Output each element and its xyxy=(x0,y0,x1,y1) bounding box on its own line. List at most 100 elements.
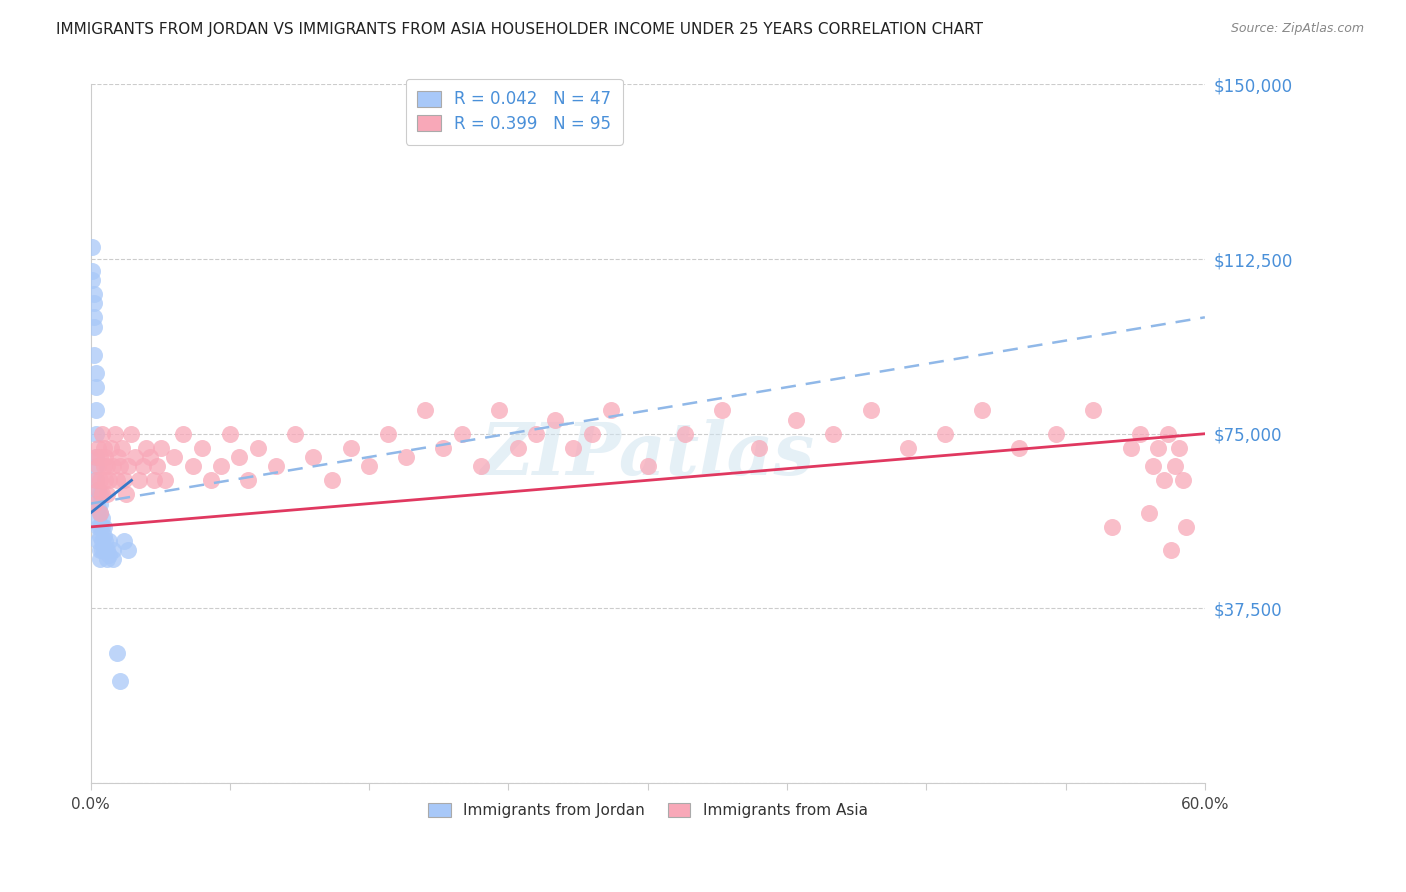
Point xyxy=(96,543,118,558)
Point xyxy=(98,473,121,487)
Point xyxy=(98,548,121,562)
Point xyxy=(321,473,343,487)
Point xyxy=(181,459,204,474)
Point xyxy=(1175,520,1198,534)
Point xyxy=(84,450,107,464)
Point xyxy=(98,533,121,548)
Point xyxy=(101,543,124,558)
Point xyxy=(637,459,659,474)
Point xyxy=(107,450,129,464)
Point xyxy=(87,510,110,524)
Point xyxy=(87,501,110,516)
Point xyxy=(1153,473,1175,487)
Point xyxy=(90,426,112,441)
Point xyxy=(112,533,135,548)
Point xyxy=(93,441,115,455)
Point xyxy=(246,441,269,455)
Point xyxy=(1045,426,1067,441)
Point xyxy=(228,450,250,464)
Point xyxy=(711,403,734,417)
Point xyxy=(94,533,117,548)
Point xyxy=(87,459,110,474)
Point xyxy=(94,473,117,487)
Point xyxy=(1160,543,1182,558)
Point xyxy=(544,413,567,427)
Text: ZIPatlas: ZIPatlas xyxy=(481,419,815,491)
Point xyxy=(96,552,118,566)
Point xyxy=(488,403,510,417)
Point xyxy=(89,520,111,534)
Point xyxy=(599,403,621,417)
Point xyxy=(84,459,107,474)
Point xyxy=(110,459,132,474)
Point xyxy=(84,380,107,394)
Point xyxy=(266,459,288,474)
Point xyxy=(90,510,112,524)
Point xyxy=(1171,473,1194,487)
Point xyxy=(94,543,117,558)
Point xyxy=(121,426,143,441)
Point xyxy=(163,450,186,464)
Point xyxy=(1164,459,1187,474)
Point xyxy=(105,646,128,660)
Point xyxy=(284,426,307,441)
Point xyxy=(101,459,124,474)
Point xyxy=(87,533,110,548)
Point xyxy=(339,441,361,455)
Point xyxy=(82,240,104,254)
Point xyxy=(128,473,150,487)
Point xyxy=(1137,506,1160,520)
Point xyxy=(150,441,173,455)
Point xyxy=(96,459,118,474)
Point xyxy=(673,426,696,441)
Point xyxy=(451,426,474,441)
Point xyxy=(90,487,112,501)
Point xyxy=(897,441,920,455)
Point xyxy=(87,491,110,506)
Point xyxy=(142,473,165,487)
Point xyxy=(96,487,118,501)
Point xyxy=(94,450,117,464)
Point xyxy=(93,543,115,558)
Point xyxy=(117,543,139,558)
Point xyxy=(83,497,105,511)
Point xyxy=(1167,441,1189,455)
Point xyxy=(89,506,111,520)
Point xyxy=(84,450,107,464)
Point xyxy=(172,426,194,441)
Point xyxy=(395,450,418,464)
Point xyxy=(823,426,845,441)
Point xyxy=(84,403,107,417)
Point xyxy=(89,529,111,543)
Point xyxy=(83,319,105,334)
Point xyxy=(115,487,138,501)
Legend: Immigrants from Jordan, Immigrants from Asia: Immigrants from Jordan, Immigrants from … xyxy=(422,797,873,824)
Point xyxy=(359,459,381,474)
Point xyxy=(377,426,399,441)
Point xyxy=(84,366,107,380)
Point xyxy=(209,459,232,474)
Point xyxy=(581,426,603,441)
Point xyxy=(87,483,110,497)
Point xyxy=(89,450,111,464)
Point xyxy=(135,441,157,455)
Point xyxy=(101,552,124,566)
Point xyxy=(104,426,127,441)
Point xyxy=(93,529,115,543)
Point xyxy=(89,497,111,511)
Point xyxy=(111,441,134,455)
Point xyxy=(1147,441,1170,455)
Point xyxy=(124,450,146,464)
Point xyxy=(506,441,529,455)
Point xyxy=(470,459,492,474)
Point xyxy=(82,273,104,287)
Point xyxy=(413,403,436,417)
Point xyxy=(1083,403,1105,417)
Point xyxy=(131,459,153,474)
Point xyxy=(100,441,122,455)
Point xyxy=(219,426,242,441)
Point xyxy=(139,450,162,464)
Point xyxy=(1101,520,1123,534)
Point xyxy=(934,426,956,441)
Point xyxy=(90,520,112,534)
